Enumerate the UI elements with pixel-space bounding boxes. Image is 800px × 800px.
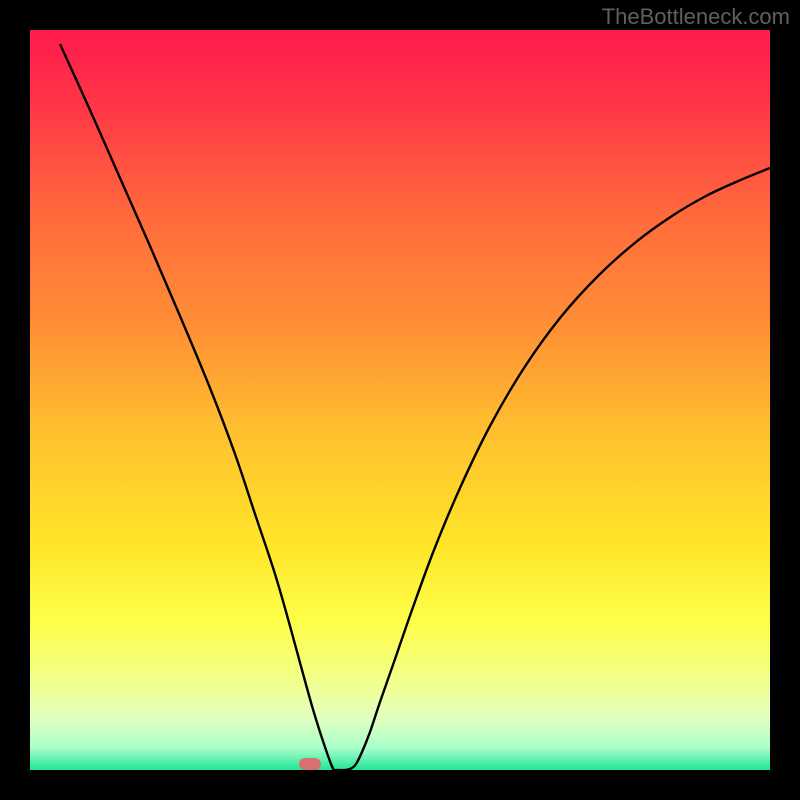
optimal-marker <box>299 758 321 770</box>
watermark-text: TheBottleneck.com <box>602 4 790 30</box>
bottleneck-curve <box>30 30 770 770</box>
plot-area <box>30 30 770 770</box>
